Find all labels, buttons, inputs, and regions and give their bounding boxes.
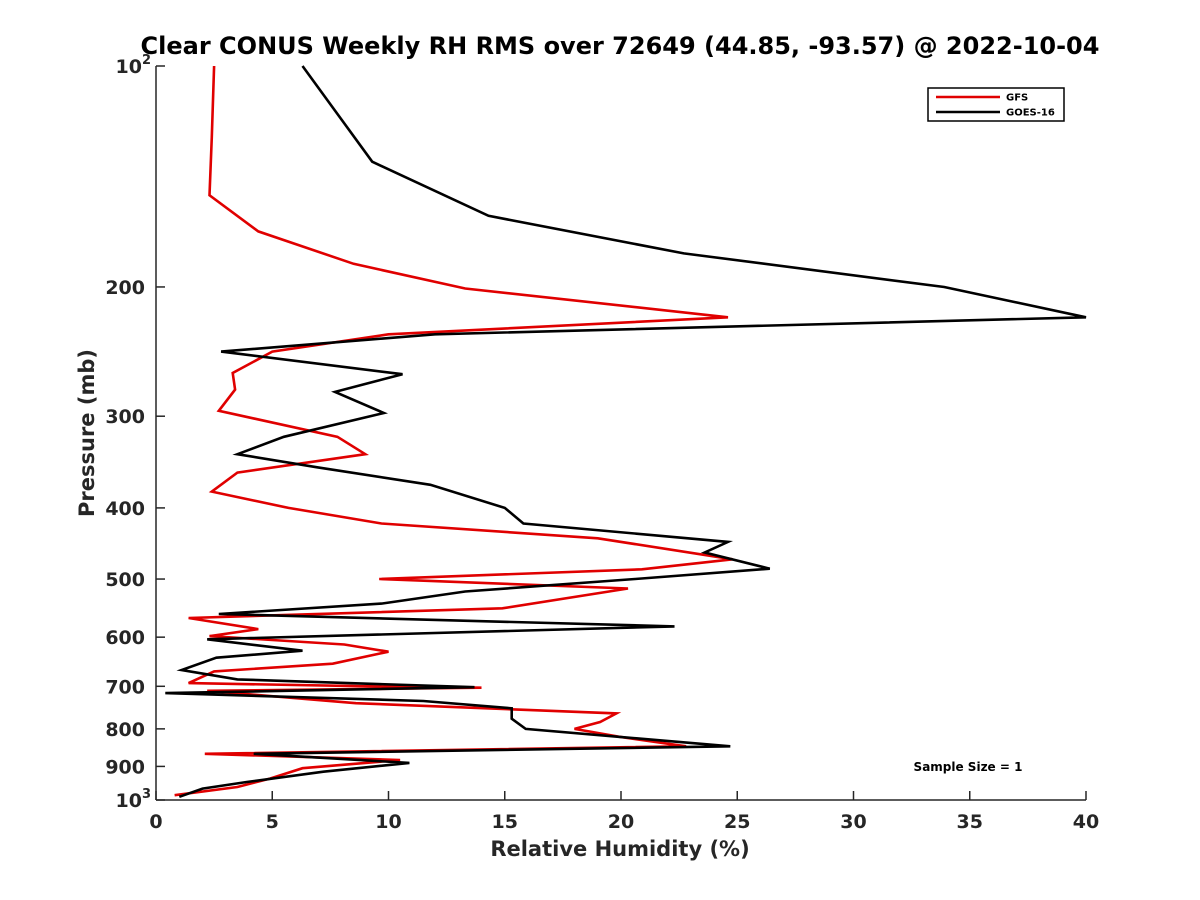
legend-box <box>927 87 1065 122</box>
y-axis-label: Pressure (mb) <box>75 349 99 517</box>
x-axis-label: Relative Humidity (%) <box>490 837 749 861</box>
y-tick-label: 800 <box>105 719 145 741</box>
y-tick-label: 600 <box>105 627 145 649</box>
x-tick-label: 35 <box>957 811 983 833</box>
sample-size-annotation: Sample Size = 1 <box>914 760 1023 774</box>
x-tick-label: 15 <box>492 811 518 833</box>
x-tick-label: 30 <box>840 811 866 833</box>
y-tick-label: 400 <box>105 498 145 520</box>
x-tick-label: 20 <box>608 811 634 833</box>
series-line-goes-16 <box>165 65 1087 799</box>
y-tick-label: 500 <box>105 569 145 591</box>
y-tick-label: 300 <box>105 406 145 428</box>
plot-area <box>165 65 1087 799</box>
y-tick-label: 700 <box>105 676 145 698</box>
y-tick-label: 103 <box>116 787 152 812</box>
x-tick-label: 40 <box>1073 811 1099 833</box>
chart-title: Clear CONUS Weekly RH RMS over 72649 (44… <box>141 32 1100 60</box>
x-tick-label: 25 <box>724 811 750 833</box>
y-tick-label: 900 <box>105 756 145 778</box>
legend-label-gfs: GFS <box>1006 93 1028 104</box>
y-tick-label: 200 <box>105 277 145 299</box>
x-tick-label: 10 <box>375 811 401 833</box>
x-tick-label: 5 <box>266 811 279 833</box>
y-tick-label: 102 <box>116 53 152 78</box>
series-line-gfs <box>174 65 733 797</box>
legend-label-goes-16: GOES-16 <box>1006 108 1055 119</box>
x-tick-label: 0 <box>149 811 162 833</box>
axes: 0 5 10 15 20 25 30 35 40 102 200 300 400 500 600 700 800… <box>105 53 1099 833</box>
legend: GFS GOES-16 <box>927 87 1065 122</box>
